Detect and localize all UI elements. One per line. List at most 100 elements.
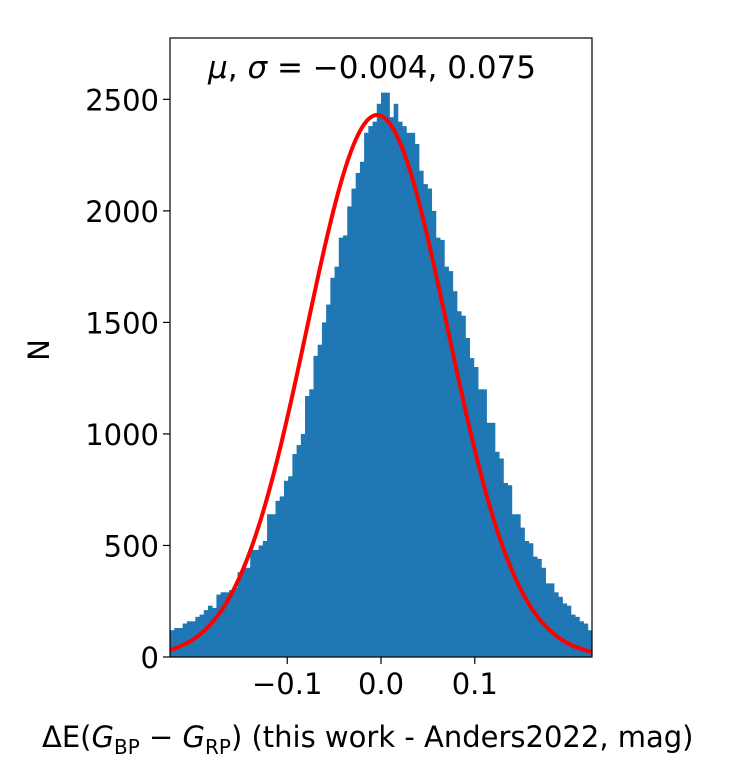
histogram-bars xyxy=(170,92,593,658)
histogram-bar xyxy=(351,188,357,657)
x-axis-label: ΔE(GBP − GRP) (this work - Anders2022, m… xyxy=(42,720,694,759)
x-tick-label: 0.1 xyxy=(452,667,498,701)
histogram-bar xyxy=(545,583,551,657)
histogram-bar xyxy=(186,621,192,657)
histogram-bar xyxy=(347,206,352,658)
histogram-bar xyxy=(549,583,555,657)
histogram-bar xyxy=(241,567,247,657)
histogram-bar xyxy=(570,614,576,657)
histogram-bar xyxy=(178,628,184,657)
histogram-bar xyxy=(402,126,407,657)
histogram-bar xyxy=(170,630,175,657)
histogram-bar xyxy=(203,610,209,657)
histogram-bar xyxy=(440,239,445,657)
histogram-bar xyxy=(566,605,572,657)
histogram-bar xyxy=(418,170,424,657)
histogram-bar xyxy=(212,607,217,657)
histogram-bar xyxy=(305,396,310,657)
x-axis-ticks: −0.1 0.0 0.1 xyxy=(252,657,498,701)
histogram-bar xyxy=(554,592,559,657)
histogram-bar xyxy=(478,389,483,657)
histogram-bar xyxy=(448,271,454,657)
histogram-bar xyxy=(288,476,293,657)
histogram-bar xyxy=(444,266,449,657)
histogram-bar xyxy=(275,500,281,657)
histogram-bar xyxy=(389,117,395,658)
histogram-bar xyxy=(182,623,188,657)
histogram-bar xyxy=(537,558,542,657)
histogram-bar xyxy=(343,235,348,657)
histogram-bar xyxy=(279,496,285,657)
histogram-bar xyxy=(494,451,500,657)
histogram-bar xyxy=(579,621,584,657)
histogram-bar xyxy=(292,454,297,657)
y-tick-label: 0 xyxy=(141,641,159,675)
histogram-bar xyxy=(359,161,365,658)
histogram-bar xyxy=(541,567,546,657)
histogram-bar xyxy=(410,132,416,657)
histogram-bar xyxy=(482,389,487,657)
histogram-bar xyxy=(499,458,504,657)
histogram-bar xyxy=(300,433,306,657)
histogram-bar xyxy=(381,92,386,657)
histogram-bar xyxy=(220,592,226,657)
histogram-bar xyxy=(334,266,340,657)
histogram-bar xyxy=(435,237,441,657)
histogram-bar xyxy=(406,132,411,657)
histogram-bar xyxy=(562,603,568,657)
histogram-bar xyxy=(507,485,513,657)
histogram-bar xyxy=(317,344,323,657)
histogram-bar xyxy=(364,132,369,657)
gaussian-fit-curve xyxy=(169,112,593,654)
y-tick-label: 2000 xyxy=(85,195,159,229)
histogram-bar xyxy=(376,103,382,658)
histogram-bar xyxy=(326,304,331,657)
histogram-bar xyxy=(207,605,213,657)
histogram-bar xyxy=(258,545,264,657)
histogram-bar xyxy=(233,587,238,657)
histogram-bar xyxy=(309,389,314,657)
histogram-bar xyxy=(490,422,496,657)
histogram-bar xyxy=(338,237,344,657)
y-tick-label: 2500 xyxy=(85,83,159,117)
histogram-bar xyxy=(229,590,234,657)
histogram-bar xyxy=(254,549,260,657)
histogram-bar xyxy=(321,322,327,657)
histogram-bar xyxy=(397,121,403,657)
histogram-bar xyxy=(199,614,205,657)
histogram-bar xyxy=(393,103,399,658)
histogram-bar xyxy=(245,567,251,657)
histogram-bar xyxy=(528,543,534,657)
histogram-bar xyxy=(174,628,179,657)
histogram-bar xyxy=(575,616,580,657)
histogram-bar xyxy=(372,121,378,657)
histogram-bar xyxy=(587,630,593,657)
histogram-bar xyxy=(216,594,222,657)
x-tick-label: −0.1 xyxy=(252,667,322,701)
histogram-bar xyxy=(355,172,361,657)
histogram-bar xyxy=(456,311,462,657)
x-tick-label: 0.0 xyxy=(358,667,404,701)
histogram-bar xyxy=(461,315,466,657)
histogram-bar xyxy=(237,572,243,657)
histogram-bar xyxy=(423,184,428,657)
y-axis-label: N xyxy=(22,339,56,361)
histogram-bar xyxy=(250,549,255,657)
histogram-bar xyxy=(465,338,471,657)
histogram-bar xyxy=(385,92,390,657)
y-tick-label: 1000 xyxy=(85,418,159,452)
histogram-bar xyxy=(330,277,335,657)
histogram-bar xyxy=(511,514,517,657)
histogram-bar xyxy=(469,358,475,657)
histogram-bar xyxy=(414,143,420,657)
histogram-bar xyxy=(368,126,373,657)
histogram-bar xyxy=(267,514,272,657)
histogram-bar xyxy=(473,367,479,657)
histogram-bar xyxy=(503,483,508,657)
fit-parameters-annotation: μ, σ = −0.004, 0.075 xyxy=(207,50,536,86)
histogram-bar xyxy=(427,188,433,657)
histogram-bar xyxy=(583,623,589,657)
histogram-bar xyxy=(452,291,458,657)
histogram-bar xyxy=(431,210,437,657)
